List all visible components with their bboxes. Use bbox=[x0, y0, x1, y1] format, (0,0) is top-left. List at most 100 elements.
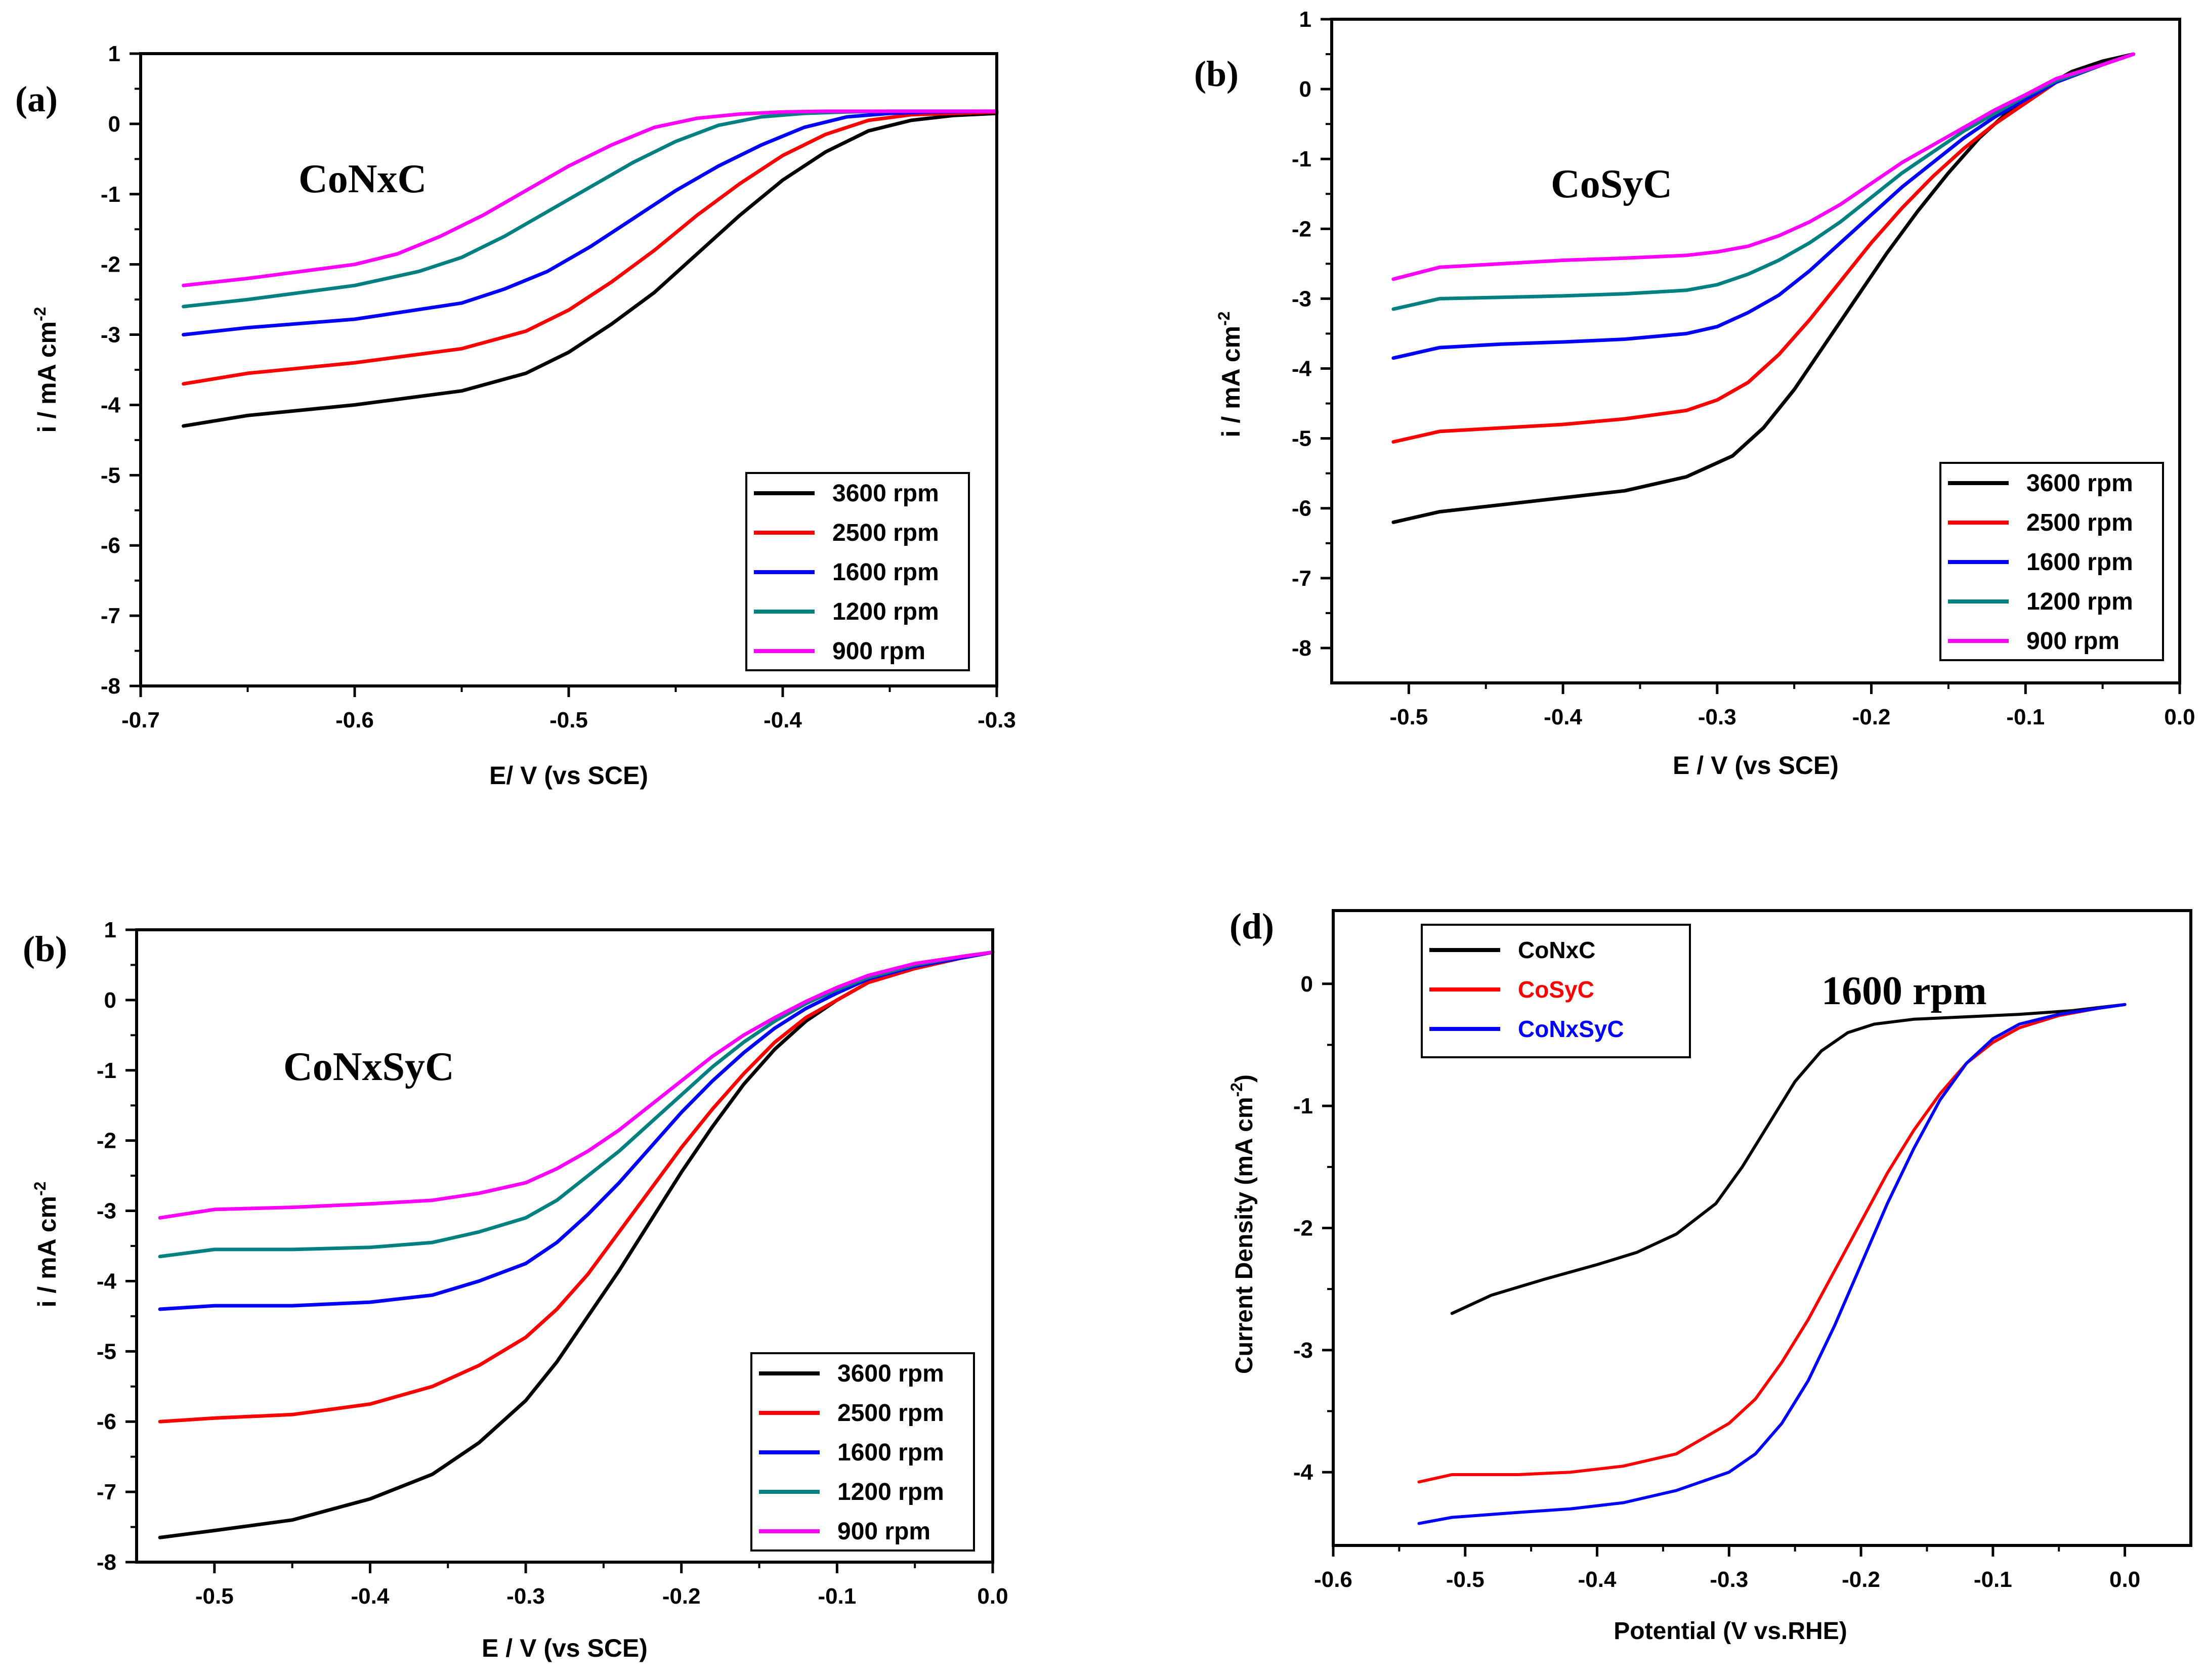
panel-c-x-tick-label: -0.2 bbox=[662, 1584, 701, 1609]
panel-c-legend-label: 1600 rpm bbox=[837, 1439, 944, 1466]
panel-a-legend-label: 2500 rpm bbox=[832, 520, 939, 546]
panel-c-x-tick-label: 0.0 bbox=[977, 1584, 1008, 1609]
panel-c-y-tick-label: 0 bbox=[104, 988, 116, 1013]
panel-b-x-ticks: -0.5 -0.4 -0.3 -0.2 -0.1 0.0 bbox=[1389, 683, 2195, 729]
panel-a-y-tick-label: 0 bbox=[108, 112, 120, 137]
panel-c-x-tick-label: -0.1 bbox=[818, 1584, 856, 1609]
panel-d-y-tick-label: -1 bbox=[1293, 1094, 1313, 1118]
panel-a-y-tick-label: 1 bbox=[108, 41, 120, 66]
panel-d-legend-label: CoNxSyC bbox=[1518, 1016, 1624, 1042]
panel-a-x-tick-label: -0.6 bbox=[335, 708, 374, 733]
panel-b-label: (b) bbox=[1194, 54, 1239, 94]
panel-b-x-tick-label: -0.1 bbox=[2006, 705, 2045, 729]
panel-a-x-tick-label: -0.7 bbox=[121, 708, 160, 733]
panel-a-x-tick-label: -0.3 bbox=[978, 708, 1016, 733]
panel-a-legend: 3600 rpm 2500 rpm 1600 rpm 1200 rpm 900 rpm bbox=[745, 472, 970, 671]
panel-c-y-tick-label: -8 bbox=[97, 1550, 116, 1575]
panel-a-y-tick-label: -8 bbox=[101, 674, 120, 699]
panel-d-x-tick-label: -0.5 bbox=[1446, 1567, 1485, 1592]
panel-d-y-tick-label: 0 bbox=[1301, 972, 1313, 997]
panel-b-y-tick-label: -5 bbox=[1292, 426, 1311, 451]
panel-d-x-ticks: -0.6 -0.5 -0.4 -0.3 -0.2 -0.1 0.0 bbox=[1314, 1545, 2140, 1592]
panel-c-y-tick-label: 1 bbox=[104, 918, 116, 942]
panel-b-annotation: CoSyC bbox=[1551, 162, 1672, 206]
panel-b-y-tick-label: -6 bbox=[1292, 496, 1311, 521]
panel-c-x-tick-label: -0.5 bbox=[195, 1584, 234, 1609]
panel-b-legend-label: 900 rpm bbox=[2026, 628, 2119, 655]
panel-c-label: (b) bbox=[23, 929, 67, 969]
panel-c-y-tick-label: -4 bbox=[97, 1269, 117, 1294]
panel-a-legend-items: 3600 rpm 2500 rpm 1600 rpm 1200 rpm 900 rpm bbox=[754, 480, 939, 665]
panel-a-series-1600-rpm bbox=[182, 109, 999, 337]
panel-a: (a) -0.7 -0.6 -0.5 -0.4 -0.3 1 0 -1 -2 -3 -4 -5 -6 -… bbox=[15, 41, 1016, 790]
panel-a-y-ticks: 1 0 -1 -2 -3 -4 -5 -6 -7 -8 bbox=[101, 41, 141, 699]
panel-d-series-conxc bbox=[1450, 1003, 2127, 1315]
panel-d-series-conxsyc bbox=[1417, 1003, 2127, 1525]
panel-a-series-2500-rpm bbox=[182, 110, 999, 386]
panel-a-y-tick-label: -2 bbox=[101, 252, 120, 277]
panel-a-label: (a) bbox=[15, 79, 58, 119]
panel-a-y-axis-label-sup: -2 bbox=[31, 307, 49, 321]
panel-c-y-tick-label: -7 bbox=[97, 1480, 116, 1504]
panel-b-legend-label: 3600 rpm bbox=[2026, 470, 2133, 497]
panel-b: (b) -0.5 -0.4 -0.3 -0.2 -0.1 0.0 1 0 -1 -2 -3 -4 -5… bbox=[1194, 7, 2195, 780]
panel-c-series bbox=[158, 950, 995, 1539]
panel-d-y-tick-label: -3 bbox=[1293, 1338, 1313, 1363]
panel-b-x-tick-label: 0.0 bbox=[2164, 705, 2195, 729]
panel-b-x-tick-label: -0.2 bbox=[1852, 705, 1891, 729]
panel-b-y-axis-label: i / mA cm-2 bbox=[1215, 312, 1245, 438]
panel-b-series-2500-rpm bbox=[1391, 52, 2136, 444]
panel-a-legend-label: 900 rpm bbox=[832, 638, 925, 665]
panel-d-annotation: 1600 rpm bbox=[1821, 969, 1987, 1013]
panel-b-x-tick-label: -0.4 bbox=[1544, 705, 1582, 729]
panel-d-y-tick-label: -2 bbox=[1293, 1216, 1313, 1241]
panel-b-series-900-rpm bbox=[1391, 52, 2136, 281]
panel-c-y-tick-label: -1 bbox=[97, 1058, 116, 1083]
panel-a-y-tick-label: -5 bbox=[101, 463, 120, 488]
panel-a-legend-label: 1600 rpm bbox=[832, 559, 939, 586]
panel-b-legend-label: 1200 rpm bbox=[2026, 588, 2133, 615]
panel-d-x-tick-label: -0.2 bbox=[1842, 1567, 1880, 1592]
panel-c-y-axis-label-sup: -2 bbox=[31, 1182, 49, 1196]
panel-a-series-3600-rpm bbox=[182, 111, 999, 428]
panel-d-label: (d) bbox=[1229, 906, 1274, 946]
panel-d-x-tick-label: -0.3 bbox=[1710, 1567, 1748, 1592]
panel-b-y-tick-label: 0 bbox=[1299, 77, 1311, 102]
panel-b-legend: 3600 rpm 2500 rpm 1600 rpm 1200 rpm 900 rpm bbox=[1939, 462, 2164, 661]
panel-b-y-axis-label-main: i / mA cm bbox=[1217, 326, 1245, 437]
panel-b-y-tick-label: -1 bbox=[1292, 147, 1311, 171]
panel-c-annotation: CoNxSyC bbox=[283, 1045, 454, 1089]
panel-b-y-tick-label: -7 bbox=[1292, 566, 1311, 591]
panel-a-legend-label: 1200 rpm bbox=[832, 598, 939, 625]
panel-d-x-tick-label: -0.1 bbox=[1974, 1567, 2012, 1592]
panel-c-x-axis-label: E / V (vs SCE) bbox=[482, 1634, 648, 1662]
panel-a-x-ticks: -0.7 -0.6 -0.5 -0.4 -0.3 bbox=[121, 686, 1016, 733]
panel-b-legend-label: 1600 rpm bbox=[2026, 549, 2133, 576]
panel-c-x-ticks: -0.5 -0.4 -0.3 -0.2 -0.1 0.0 bbox=[195, 1562, 1008, 1609]
panel-a-y-tick-label: -6 bbox=[101, 533, 120, 558]
panel-b-y-ticks: 1 0 -1 -2 -3 -4 -5 -6 -7 -8 bbox=[1292, 7, 1332, 661]
panel-c-legend-label: 2500 rpm bbox=[837, 1400, 944, 1427]
panel-a-series-900-rpm bbox=[182, 109, 999, 287]
panel-b-x-axis-label: E / V (vs SCE) bbox=[1673, 751, 1839, 780]
panel-a-legend-label: 3600 rpm bbox=[832, 480, 939, 507]
panel-c-y-axis-label-main: i / mA cm bbox=[33, 1196, 61, 1307]
panel-d-series-cosyc bbox=[1417, 1003, 2127, 1484]
panel-d-legend: CoNxC CoSyC CoNxSyC bbox=[1421, 924, 1691, 1058]
panel-d-y-axis-label: Current Density (mA cm-2) bbox=[1227, 1074, 1258, 1374]
panel-b-y-tick-label: -2 bbox=[1292, 217, 1311, 241]
panel-c-legend-label: 900 rpm bbox=[837, 1518, 930, 1545]
panel-d-series bbox=[1417, 1003, 2127, 1525]
panel-a-y-tick-label: -7 bbox=[101, 604, 120, 628]
panel-c-series-1200-rpm bbox=[158, 950, 995, 1259]
panel-b-x-tick-label: -0.3 bbox=[1698, 705, 1736, 729]
panel-d-y-axis-label-sup: -2 bbox=[1227, 1083, 1246, 1097]
panel-c-legend-label: 1200 rpm bbox=[837, 1479, 944, 1505]
panel-d-legend-label: CoSyC bbox=[1518, 976, 1594, 1003]
panel-d-y-axis-label-end: ) bbox=[1231, 1074, 1258, 1083]
panel-c-y-ticks: 1 0 -1 -2 -3 -4 -5 -6 -7 -8 bbox=[97, 918, 137, 1575]
panel-a-y-axis-label: i / mA cm-2 bbox=[31, 307, 61, 433]
panel-b-plot-frame bbox=[1330, 18, 2181, 684]
panel-c-x-tick-label: -0.3 bbox=[506, 1584, 545, 1609]
